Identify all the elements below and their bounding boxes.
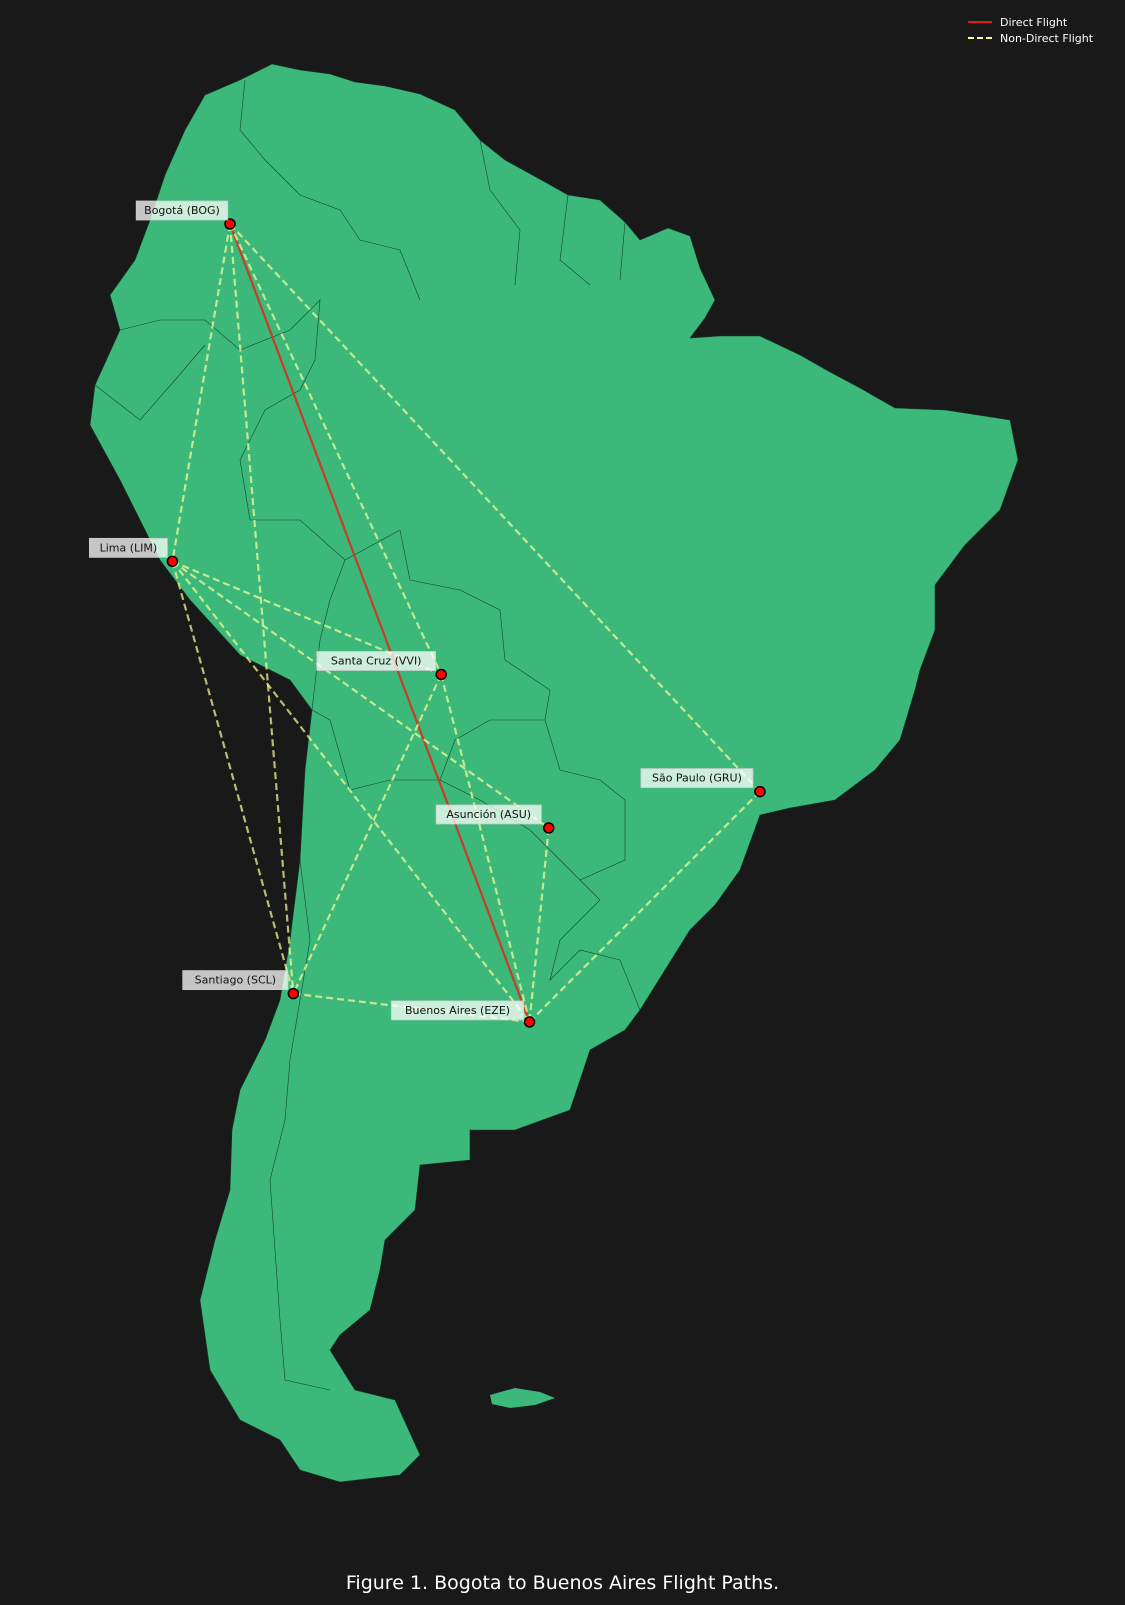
airport-marker-asu[interactable] [542, 822, 555, 834]
border-peru-bolivia [311, 559, 346, 711]
route-bog-eze [228, 223, 531, 1023]
falkland-islands [490, 1388, 555, 1408]
legend-item-nondirect: Non-Direct Flight [968, 30, 1118, 46]
route-bog-gru [229, 223, 761, 793]
border-guyana-suriname [559, 194, 591, 286]
route-bog-vvi [229, 223, 443, 675]
route-lim-eze [171, 560, 531, 1023]
airport-label-scl: Santiago (SCL) [182, 970, 289, 991]
direct-line-swatch [968, 21, 992, 23]
border-venezuela-guyana [479, 139, 521, 286]
map-legend: Direct Flight Non-Direct Flight [968, 14, 1118, 46]
route-vvi-eze [440, 674, 531, 1023]
border-argentina-brazil-uruguay [549, 879, 641, 1011]
airport-marker-scl[interactable] [287, 987, 300, 1000]
border-suriname-guiana [619, 221, 626, 281]
airport-marker-eze[interactable] [523, 1016, 536, 1028]
flight-routes [171, 223, 761, 1023]
border-bolivia-brazil [399, 529, 551, 721]
legend-item-direct: Direct Flight [968, 14, 1118, 30]
continent-landmass [89, 63, 1019, 1483]
airport-markers [166, 218, 766, 1028]
legend-label-nondirect: Non-Direct Flight [1000, 31, 1094, 45]
dashed-line-swatch [968, 37, 992, 39]
airport-label-bog: Bogotá (BOG) [135, 200, 229, 221]
figure-caption: Figure 1. Bogota to Buenos Aires Flight … [345, 1572, 780, 1594]
border-bolivia-paraguay [439, 719, 545, 781]
airport-marker-gru[interactable] [754, 785, 766, 798]
airport-label-asu: Asunción (ASU) [435, 804, 542, 825]
airport-label-eze: Buenos Aires (EZE) [390, 1000, 525, 1021]
route-bog-scl [228, 223, 295, 994]
border-colombia-ecuador [119, 319, 241, 351]
svg-text:Asunción (ASU): Asunción (ASU) [446, 808, 531, 821]
border-ecuador-peru [94, 344, 206, 421]
route-vvi-scl [292, 673, 443, 995]
svg-text:Bogotá (BOG): Bogotá (BOG) [144, 204, 220, 217]
legend-label-direct: Direct Flight [1000, 15, 1068, 29]
airport-marker-bog[interactable] [224, 218, 236, 230]
svg-text:Santa Cruz (VVI): Santa Cruz (VVI) [331, 654, 422, 667]
airport-labels: Bogotá (BOG) Lima (LIM) Santa Cruz (VVI) Sã… [89, 200, 754, 1021]
south-america-land [89, 63, 1019, 1483]
border-colombia-venezuela [239, 79, 421, 301]
airport-label-lim: Lima (LIM) [89, 537, 168, 558]
airport-marker-lim[interactable] [166, 555, 179, 568]
svg-text:Santiago (SCL): Santiago (SCL) [195, 974, 276, 987]
route-bog-lim [171, 223, 232, 562]
airport-label-gru: São Paulo (GRU) [640, 768, 754, 789]
svg-text:Buenos Aires (EZE): Buenos Aires (EZE) [405, 1004, 510, 1017]
svg-text:São Paulo (GRU): São Paulo (GRU) [652, 772, 742, 785]
route-lim-scl [171, 561, 295, 994]
airport-marker-vvi[interactable] [435, 668, 447, 681]
svg-text:Lima (LIM): Lima (LIM) [100, 541, 158, 554]
airport-label-vvi: Santa Cruz (VVI) [316, 651, 436, 671]
south-america-map: Bogotá (BOG) Lima (LIM) Santa Cruz (VVI) Sã… [89, 63, 1019, 1483]
